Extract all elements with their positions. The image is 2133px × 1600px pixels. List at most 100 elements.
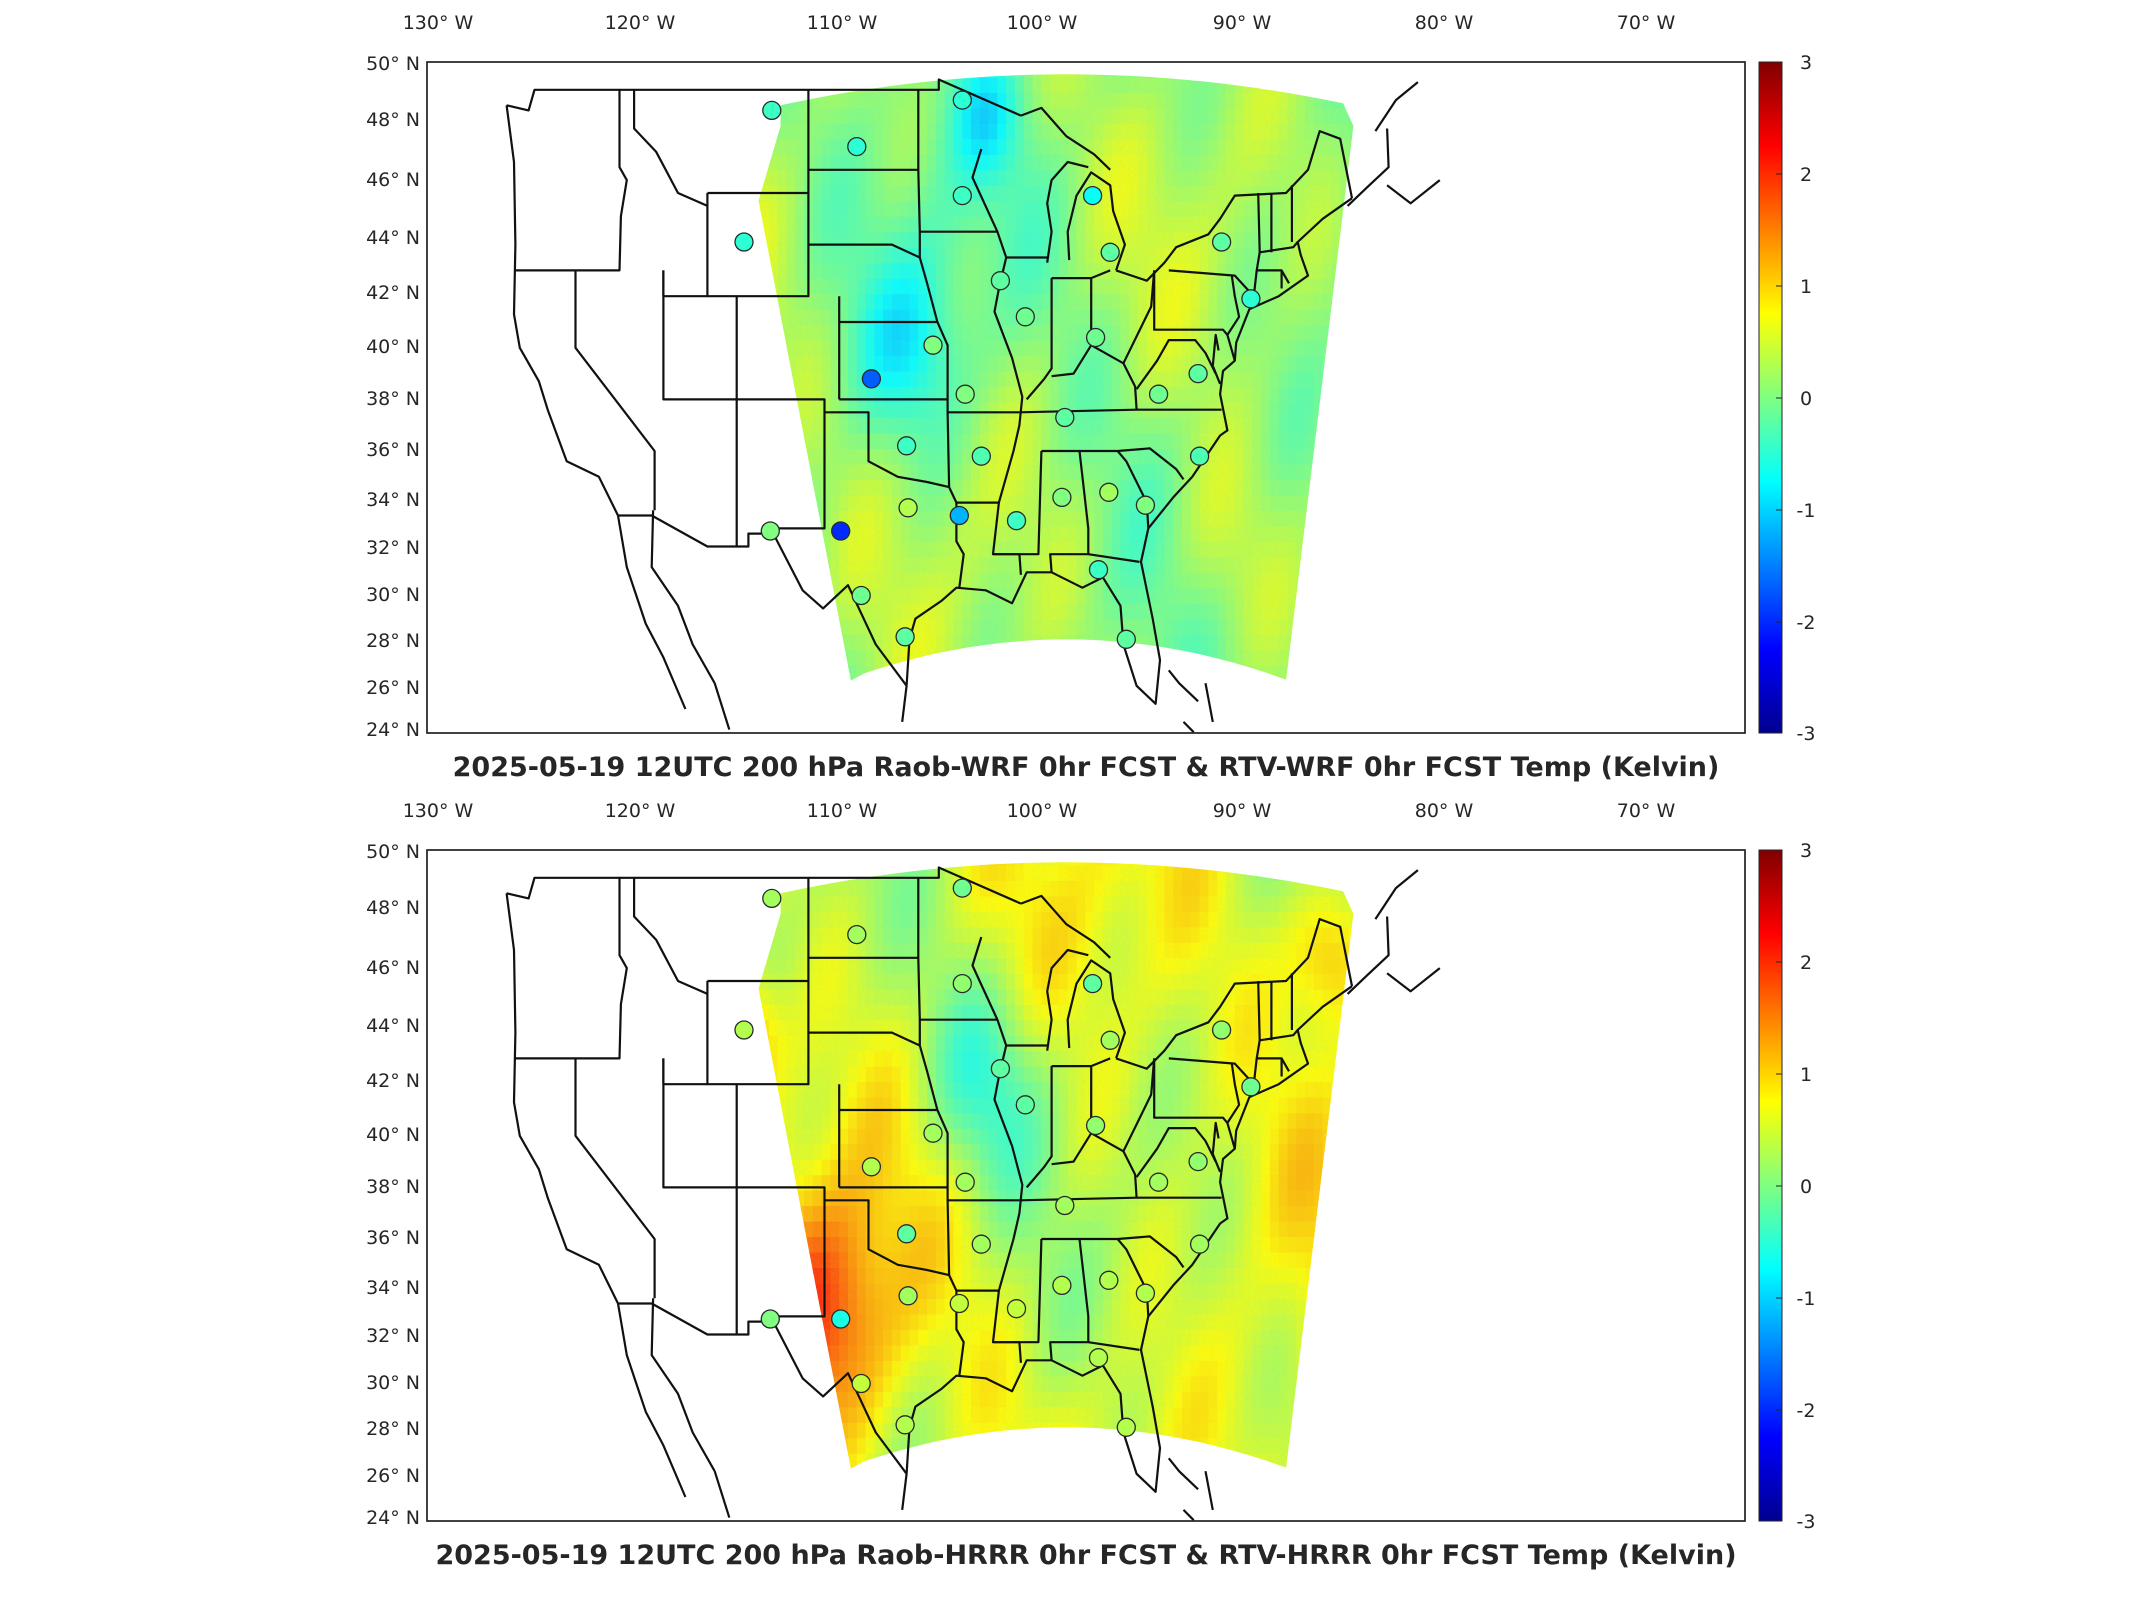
boundary-line [1211,1121,1222,1173]
colorbar-tick-label: 3 [1800,840,1812,862]
station-marker [851,585,871,606]
latitude-label: 44° N [366,1015,420,1037]
longitude-label: 90° W [1213,12,1272,34]
station-marker [1088,1348,1109,1368]
latitude-label: 46° N [366,957,420,979]
boundary-line [633,89,708,207]
boundary-line [616,515,687,710]
station-marker [1116,1417,1136,1437]
colorbar-tick-label: -1 [1797,500,1816,522]
station-marker [1055,1195,1075,1216]
latitude-label: 42° N [366,1070,420,1092]
colorbar-tick-label: 2 [1800,164,1812,186]
boundary-line [1046,948,1089,1051]
station-marker [760,1309,780,1329]
station-marker [1116,629,1136,649]
station-marker [1100,1030,1120,1050]
boundary-line [1051,1066,1093,1166]
colorbar-tick-label: -1 [1797,1288,1816,1310]
boundary-line [1090,270,1156,365]
boundary-line [1374,81,1419,132]
station-marker [895,1415,915,1435]
panel-title: 2025-05-19 12UTC 200 hPa Raob-HRRR 0hr F… [435,1540,1736,1571]
latitude-label: 46° N [366,169,420,191]
boundary-line [905,985,1353,1493]
boundary-line [1168,1057,1255,1085]
boundary-line [662,1058,708,1086]
boundary-line [1135,339,1217,390]
latitude-label: 36° N [366,439,420,461]
station-marker [1015,1095,1035,1115]
boundary-line [574,270,656,511]
boundary-line [1167,1457,1199,1491]
latitude-label: 48° N [366,897,420,919]
station-marker [896,436,917,456]
colorbar-tick-label: -2 [1797,612,1816,634]
latitude-label: 38° N [366,388,420,410]
boundary-line [971,936,1024,1363]
boundary-line [650,510,716,684]
station-marker [990,1059,1011,1079]
colorbar-tick-label: 0 [1800,388,1812,410]
boundary-line [1374,869,1419,920]
station-marker [1082,185,1103,206]
latitude-label: 26° N [366,1465,420,1487]
station-marker [952,973,972,994]
boundary-line [1252,980,1261,1085]
boundary-line [1204,1470,1214,1511]
boundary-line [505,105,619,516]
longitude-label: 70° W [1617,800,1676,822]
station-marker [1052,487,1072,508]
station-marker [1015,307,1035,327]
station-marker [861,369,882,389]
boundary-line [1226,275,1241,362]
station-marker [1085,1115,1106,1136]
station-marker [1188,1151,1208,1172]
boundary-line [735,1084,826,1318]
map-panel-hrrr: 130° W 120° W 110° W 100° W 90° W 80° W 70° W … [366,800,1815,1571]
station-marker [1006,511,1027,531]
station-marker [1085,327,1106,348]
boundary-line [1090,1057,1111,1068]
boundary-line [506,78,1022,117]
boundary-line [735,296,826,530]
map-axes [426,849,1746,1522]
boundary-line [1226,1063,1241,1150]
station-marker [955,384,975,404]
boundary-line [1088,1341,1140,1351]
boundary-line [1066,959,1126,1059]
station-marker [1082,973,1103,994]
station-marker [1006,1299,1027,1319]
colorbar-tick-label: -2 [1797,1400,1816,1422]
boundary-line [901,1473,908,1511]
station-marker [1188,363,1208,384]
boundary-line [1115,130,1354,282]
longitude-label: 100° W [1007,12,1078,34]
latitude-label: 24° N [366,1507,420,1529]
longitude-label: 110° W [807,12,878,34]
latitude-label: 42° N [366,282,420,304]
station-marker [762,100,782,121]
colorbar-ticks: 3 2 1 0 -1 -2 -3 [1776,840,1815,1533]
latitude-label: 26° N [366,677,420,699]
boundary-line [1122,362,1138,410]
boundary-line [1182,1509,1195,1521]
boundary-line [1168,269,1255,297]
boundary-line [1122,1150,1138,1198]
station-marker [949,505,969,526]
station-marker [898,1286,918,1306]
latitude-label: 28° N [366,1418,420,1440]
station-marker [923,335,943,355]
longitude-label: 110° W [807,800,878,822]
station-marker [847,924,867,945]
boundary-line [1020,106,1111,171]
map-panel-wrf: 130° W 120° W 110° W 100° W 90° W 80° W 70° W … [366,12,1815,783]
latitude-label: 30° N [366,1372,420,1394]
station-marker [955,1172,975,1192]
station-marker [1088,560,1109,580]
boundary-line [1153,270,1229,336]
longitude-label: 120° W [605,12,676,34]
station-marker [1211,232,1232,252]
station-marker [952,878,972,898]
boundary-line [824,1199,965,1376]
